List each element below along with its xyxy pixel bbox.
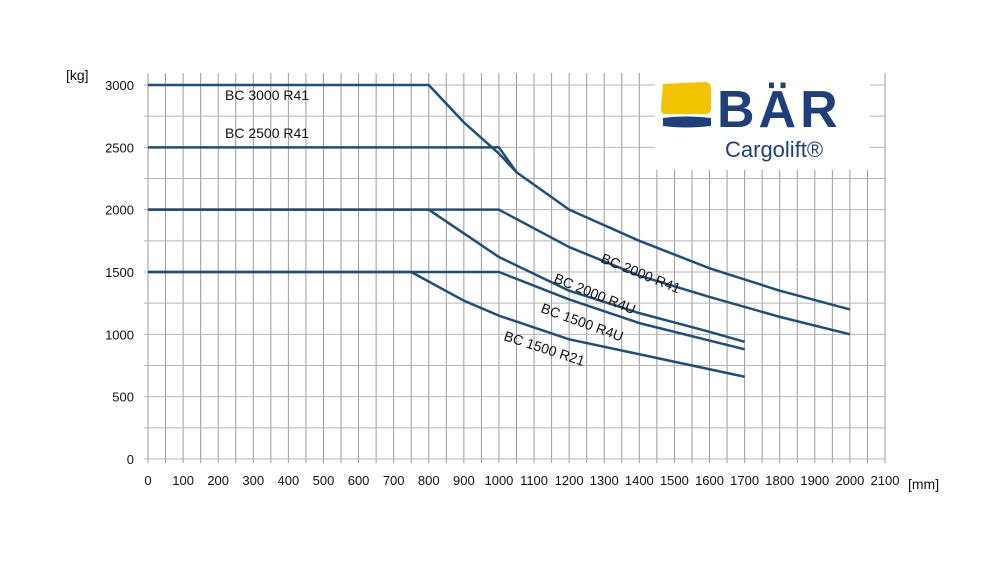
svg-text:1600: 1600 (695, 473, 724, 488)
svg-text:1500: 1500 (105, 265, 134, 280)
svg-text:1000: 1000 (105, 327, 134, 342)
svg-text:800: 800 (418, 473, 440, 488)
svg-text:BC 1500 R21: BC 1500 R21 (502, 328, 587, 369)
svg-text:1500: 1500 (660, 473, 689, 488)
svg-text:Cargolift®: Cargolift® (725, 137, 823, 162)
svg-text:2000: 2000 (835, 473, 864, 488)
svg-text:900: 900 (453, 473, 475, 488)
svg-text:2100: 2100 (871, 473, 900, 488)
svg-text:1200: 1200 (555, 473, 584, 488)
svg-text:1300: 1300 (590, 473, 619, 488)
svg-text:500: 500 (313, 473, 335, 488)
svg-text:1000: 1000 (484, 473, 513, 488)
svg-text:200: 200 (207, 473, 229, 488)
svg-text:600: 600 (348, 473, 370, 488)
svg-text:400: 400 (278, 473, 300, 488)
svg-text:BÄR: BÄR (717, 81, 842, 139)
logo-yellow-block-icon (661, 82, 711, 114)
svg-text:1700: 1700 (730, 473, 759, 488)
logo-graphic: BÄR Cargolift® (661, 81, 842, 162)
bar-cargolift-logo: BÄR Cargolift® (655, 72, 870, 170)
svg-text:[mm]: [mm] (908, 476, 939, 492)
svg-text:300: 300 (242, 473, 264, 488)
svg-text:BC 2500 R41: BC 2500 R41 (225, 125, 309, 141)
svg-text:0: 0 (144, 473, 151, 488)
svg-text:1900: 1900 (800, 473, 829, 488)
svg-text:500: 500 (112, 390, 134, 405)
svg-text:1100: 1100 (520, 473, 548, 488)
series-lines (148, 83, 851, 378)
grid (144, 73, 886, 463)
svg-text:BC 3000 R41: BC 3000 R41 (225, 87, 309, 103)
svg-text:[kg]: [kg] (66, 67, 89, 83)
logo-blue-bar-icon (663, 116, 711, 128)
svg-text:1800: 1800 (765, 473, 794, 488)
svg-text:2000: 2000 (105, 203, 134, 218)
svg-text:0: 0 (127, 452, 134, 467)
svg-text:2500: 2500 (105, 140, 134, 155)
svg-text:BC 2000 R41: BC 2000 R41 (599, 250, 683, 296)
axes: 0 100 200 300 400 500 600 700 800 900 1000 1100 1200… (66, 67, 939, 492)
svg-text:100: 100 (172, 473, 194, 488)
svg-text:3000: 3000 (105, 78, 134, 93)
svg-text:700: 700 (383, 473, 405, 488)
svg-text:1400: 1400 (625, 473, 654, 488)
